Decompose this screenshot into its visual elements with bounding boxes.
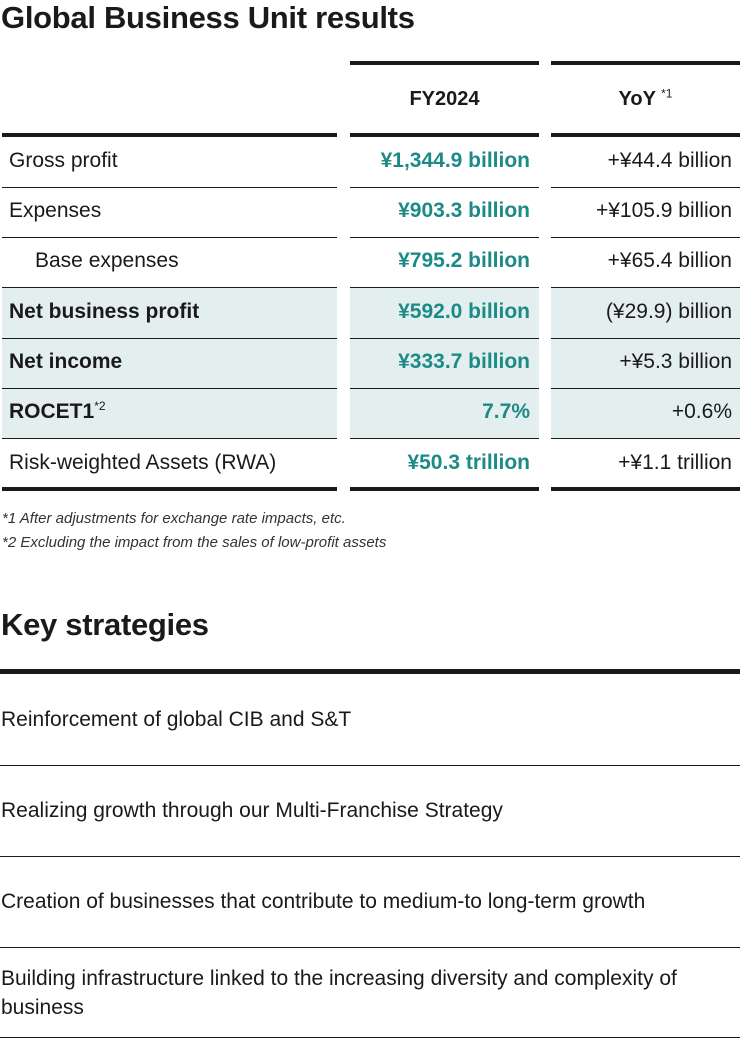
fy-value-net-income: ¥333.7 billion bbox=[398, 350, 530, 373]
fy-value-expenses: ¥903.3 billion bbox=[398, 199, 530, 222]
row-divider bbox=[551, 438, 740, 439]
fy-value-net-business-profit: ¥592.0 billion bbox=[398, 300, 530, 323]
row-label-gross-profit: Gross profit bbox=[9, 149, 118, 172]
row-divider bbox=[551, 287, 740, 288]
label-header-bottom-rule bbox=[2, 133, 337, 137]
strategy-divider bbox=[0, 1037, 740, 1038]
row-divider bbox=[350, 237, 539, 238]
table-bottom-rule bbox=[2, 487, 337, 491]
strategy-item: Creation of businesses that contribute t… bbox=[1, 890, 646, 913]
fy-value-rocet1: 7.7% bbox=[482, 400, 530, 423]
footnote-1: *1 After adjustments for exchange rate i… bbox=[2, 510, 346, 527]
yoy-value-net-income: +¥5.3 billion bbox=[619, 350, 732, 373]
strategy-item: Building infrastructure linked to the in… bbox=[1, 967, 677, 1019]
row-divider bbox=[2, 287, 337, 288]
row-divider bbox=[350, 338, 539, 339]
yoy-header-bottom-rule bbox=[551, 133, 740, 137]
highlight-label-bg bbox=[2, 288, 337, 438]
highlight-yoy-bg bbox=[551, 288, 740, 438]
fy-value-base-expenses: ¥795.2 billion bbox=[398, 249, 530, 272]
row-divider bbox=[350, 287, 539, 288]
row-label-net-income: Net income bbox=[9, 350, 123, 373]
yoy-value-rocet1: +0.6% bbox=[671, 400, 732, 423]
fy-header-top-rule bbox=[350, 61, 539, 65]
results-title: Global Business Unit results bbox=[1, 0, 415, 35]
strategy-item: Realizing growth through our Multi-Franc… bbox=[1, 799, 503, 822]
footnote-2: *2 Excluding the impact from the sales o… bbox=[2, 534, 387, 551]
row-divider bbox=[350, 187, 539, 188]
row-divider bbox=[2, 438, 337, 439]
fy-header-bottom-rule bbox=[350, 133, 539, 137]
yoy-value-rwa: +¥1.1 trillion bbox=[618, 451, 732, 474]
row-divider bbox=[551, 237, 740, 238]
highlight-fy-bg bbox=[350, 288, 539, 438]
strategy-divider bbox=[0, 765, 740, 766]
column-header-yoy: YoY *1 bbox=[618, 86, 673, 110]
row-label-net-business-profit: Net business profit bbox=[9, 300, 200, 323]
table-bottom-rule bbox=[350, 487, 539, 491]
strategies-top-rule bbox=[0, 669, 740, 674]
strategy-divider bbox=[0, 856, 740, 857]
row-divider bbox=[551, 187, 740, 188]
fy-value-rwa: ¥50.3 trillion bbox=[407, 451, 530, 474]
strategies-title: Key strategies bbox=[1, 607, 209, 642]
row-label-rwa: Risk-weighted Assets (RWA) bbox=[9, 451, 277, 474]
yoy-header-top-rule bbox=[551, 61, 740, 65]
strategy-item: Reinforcement of global CIB and S&T bbox=[1, 708, 352, 731]
strategy-divider bbox=[0, 947, 740, 948]
table-bottom-rule bbox=[551, 487, 740, 491]
row-divider bbox=[350, 438, 539, 439]
row-label-rocet1: ROCET1*2 bbox=[9, 399, 106, 423]
fy-value-gross-profit: ¥1,344.9 billion bbox=[380, 149, 530, 172]
yoy-value-net-business-profit: (¥29.9) billion bbox=[605, 300, 732, 323]
column-header-fy: FY2024 bbox=[409, 88, 480, 110]
row-divider bbox=[350, 388, 539, 389]
yoy-value-gross-profit: +¥44.4 billion bbox=[607, 149, 732, 172]
yoy-value-base-expenses: +¥65.4 billion bbox=[607, 249, 732, 272]
row-divider bbox=[551, 388, 740, 389]
row-divider bbox=[551, 338, 740, 339]
row-divider bbox=[2, 388, 337, 389]
row-divider bbox=[2, 338, 337, 339]
yoy-value-expenses: +¥105.9 billion bbox=[595, 199, 732, 222]
row-label-base-expenses: Base expenses bbox=[35, 249, 179, 272]
row-divider bbox=[2, 187, 337, 188]
row-divider bbox=[2, 237, 337, 238]
row-label-expenses: Expenses bbox=[9, 199, 102, 222]
